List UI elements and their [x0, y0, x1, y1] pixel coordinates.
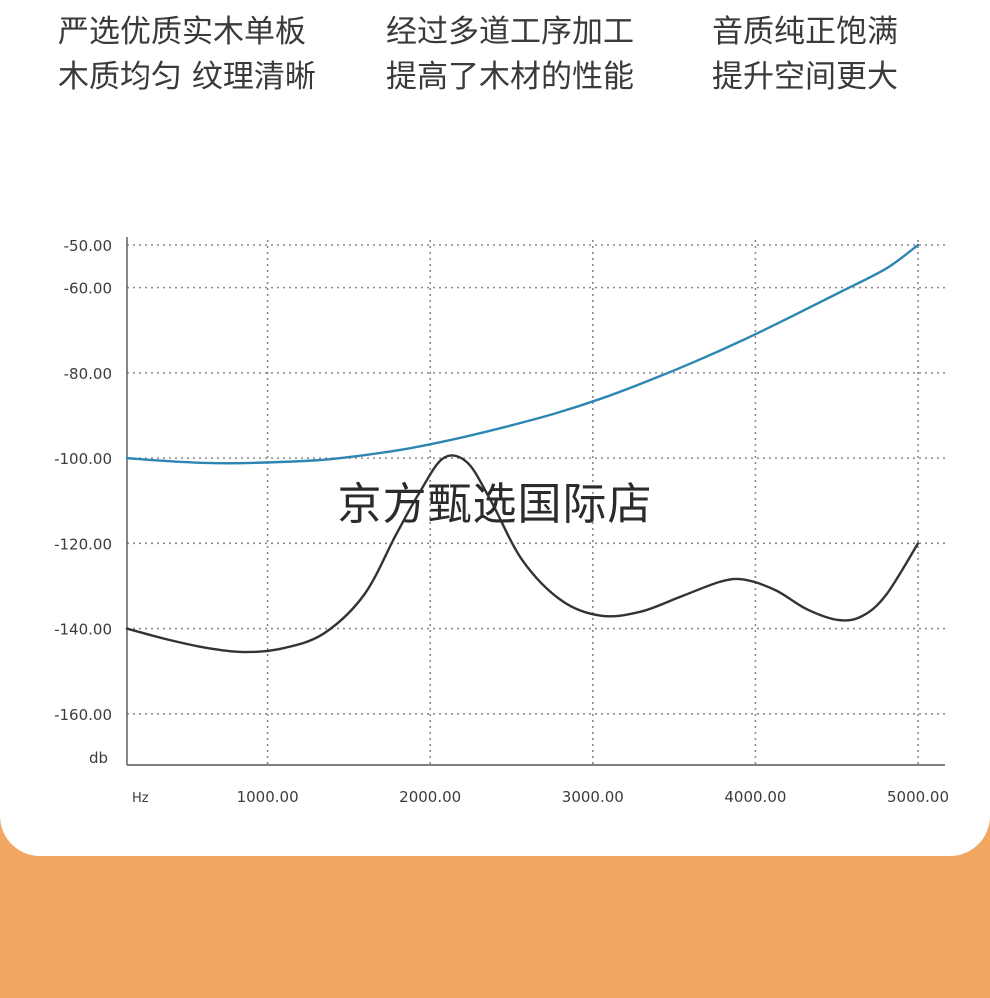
feature-line: 木质均匀 纹理清晰 [58, 59, 316, 95]
x-tick-label: 1000.00 [237, 788, 299, 806]
x-tick-label: 3000.00 [562, 788, 624, 806]
frequency-response-chart: -50.00 -60.00 -80.00 -100.00 -120.00 -140.00 -… [54, 237, 949, 806]
feature-line: 提高了木材的性能 [386, 59, 634, 95]
x-tick-label: 5000.00 [887, 788, 949, 806]
feature-line: 提升空间更大 [712, 59, 898, 95]
y-tick-label: -160.00 [54, 706, 112, 724]
feature-row: 严选优质实木单板 木质均匀 纹理清晰 经过多道工序加工 提高了木材的性能 音质纯… [0, 10, 990, 110]
y-tick-label: -140.00 [54, 621, 112, 639]
y-tick-label: -100.00 [54, 450, 112, 468]
y-axis-label: db [89, 749, 108, 767]
y-tick-label: -50.00 [64, 237, 112, 255]
feature-sound-quality: 音质纯正饱满 提升空间更大 [712, 10, 898, 100]
store-watermark: 京方甄选国际店 [337, 479, 653, 530]
feature-line: 经过多道工序加工 [386, 14, 634, 50]
x-axis-label: Hz [132, 791, 149, 806]
feature-line: 严选优质实木单板 [58, 14, 306, 50]
y-tick-label: -120.00 [54, 535, 112, 553]
feature-wood-quality: 严选优质实木单板 木质均匀 纹理清晰 [58, 10, 316, 100]
y-tick-label: -80.00 [64, 365, 112, 383]
series-line-black [125, 454, 920, 654]
x-tick-label: 4000.00 [724, 788, 786, 806]
series-line-blue [125, 243, 920, 465]
y-tick-label: -60.00 [64, 280, 112, 298]
feature-processing: 经过多道工序加工 提高了木材的性能 [386, 10, 634, 100]
x-tick-label: 2000.00 [399, 788, 461, 806]
feature-line: 音质纯正饱满 [712, 14, 898, 50]
